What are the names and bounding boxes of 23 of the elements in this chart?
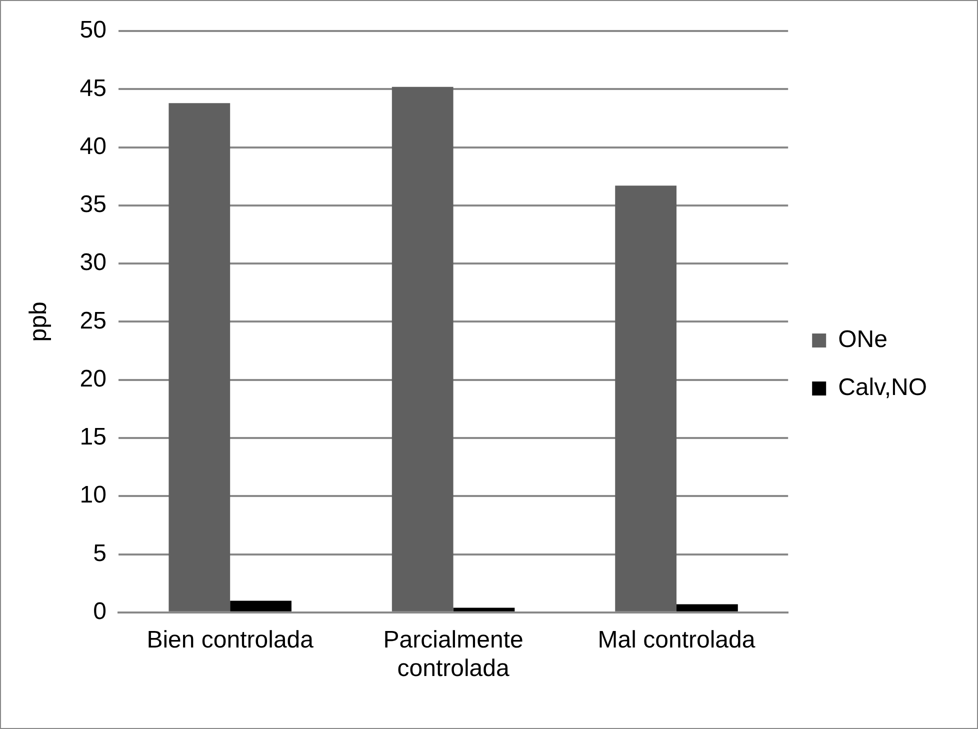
bar [453,608,515,612]
y-tick-label: 20 [80,365,106,392]
legend-label: Calv,NO [838,374,928,402]
x-tick-label: Mal controlada [598,626,756,654]
y-tick-label: 45 [80,74,106,102]
y-tick-label: 10 [80,482,106,509]
y-axis-title: ppb [25,302,52,342]
y-tick-label: 50 [80,16,106,44]
bar [392,86,454,612]
y-tick-label: 30 [80,249,106,276]
x-tick-label: Bien controlada [146,626,314,654]
bar [168,103,230,612]
y-tick-label: 40 [80,132,106,160]
bar [615,186,676,612]
x-tick-label: Parcialmente controlada [383,626,524,682]
legend-label: ONe [838,326,888,354]
y-tick-label: 5 [93,540,106,567]
y-tick-label: 25 [80,307,106,334]
y-tick-label: 15 [80,424,106,451]
y-tick-label: 35 [80,191,106,218]
bar [676,604,738,612]
bar [230,600,292,612]
y-tick-label: 0 [93,598,106,626]
